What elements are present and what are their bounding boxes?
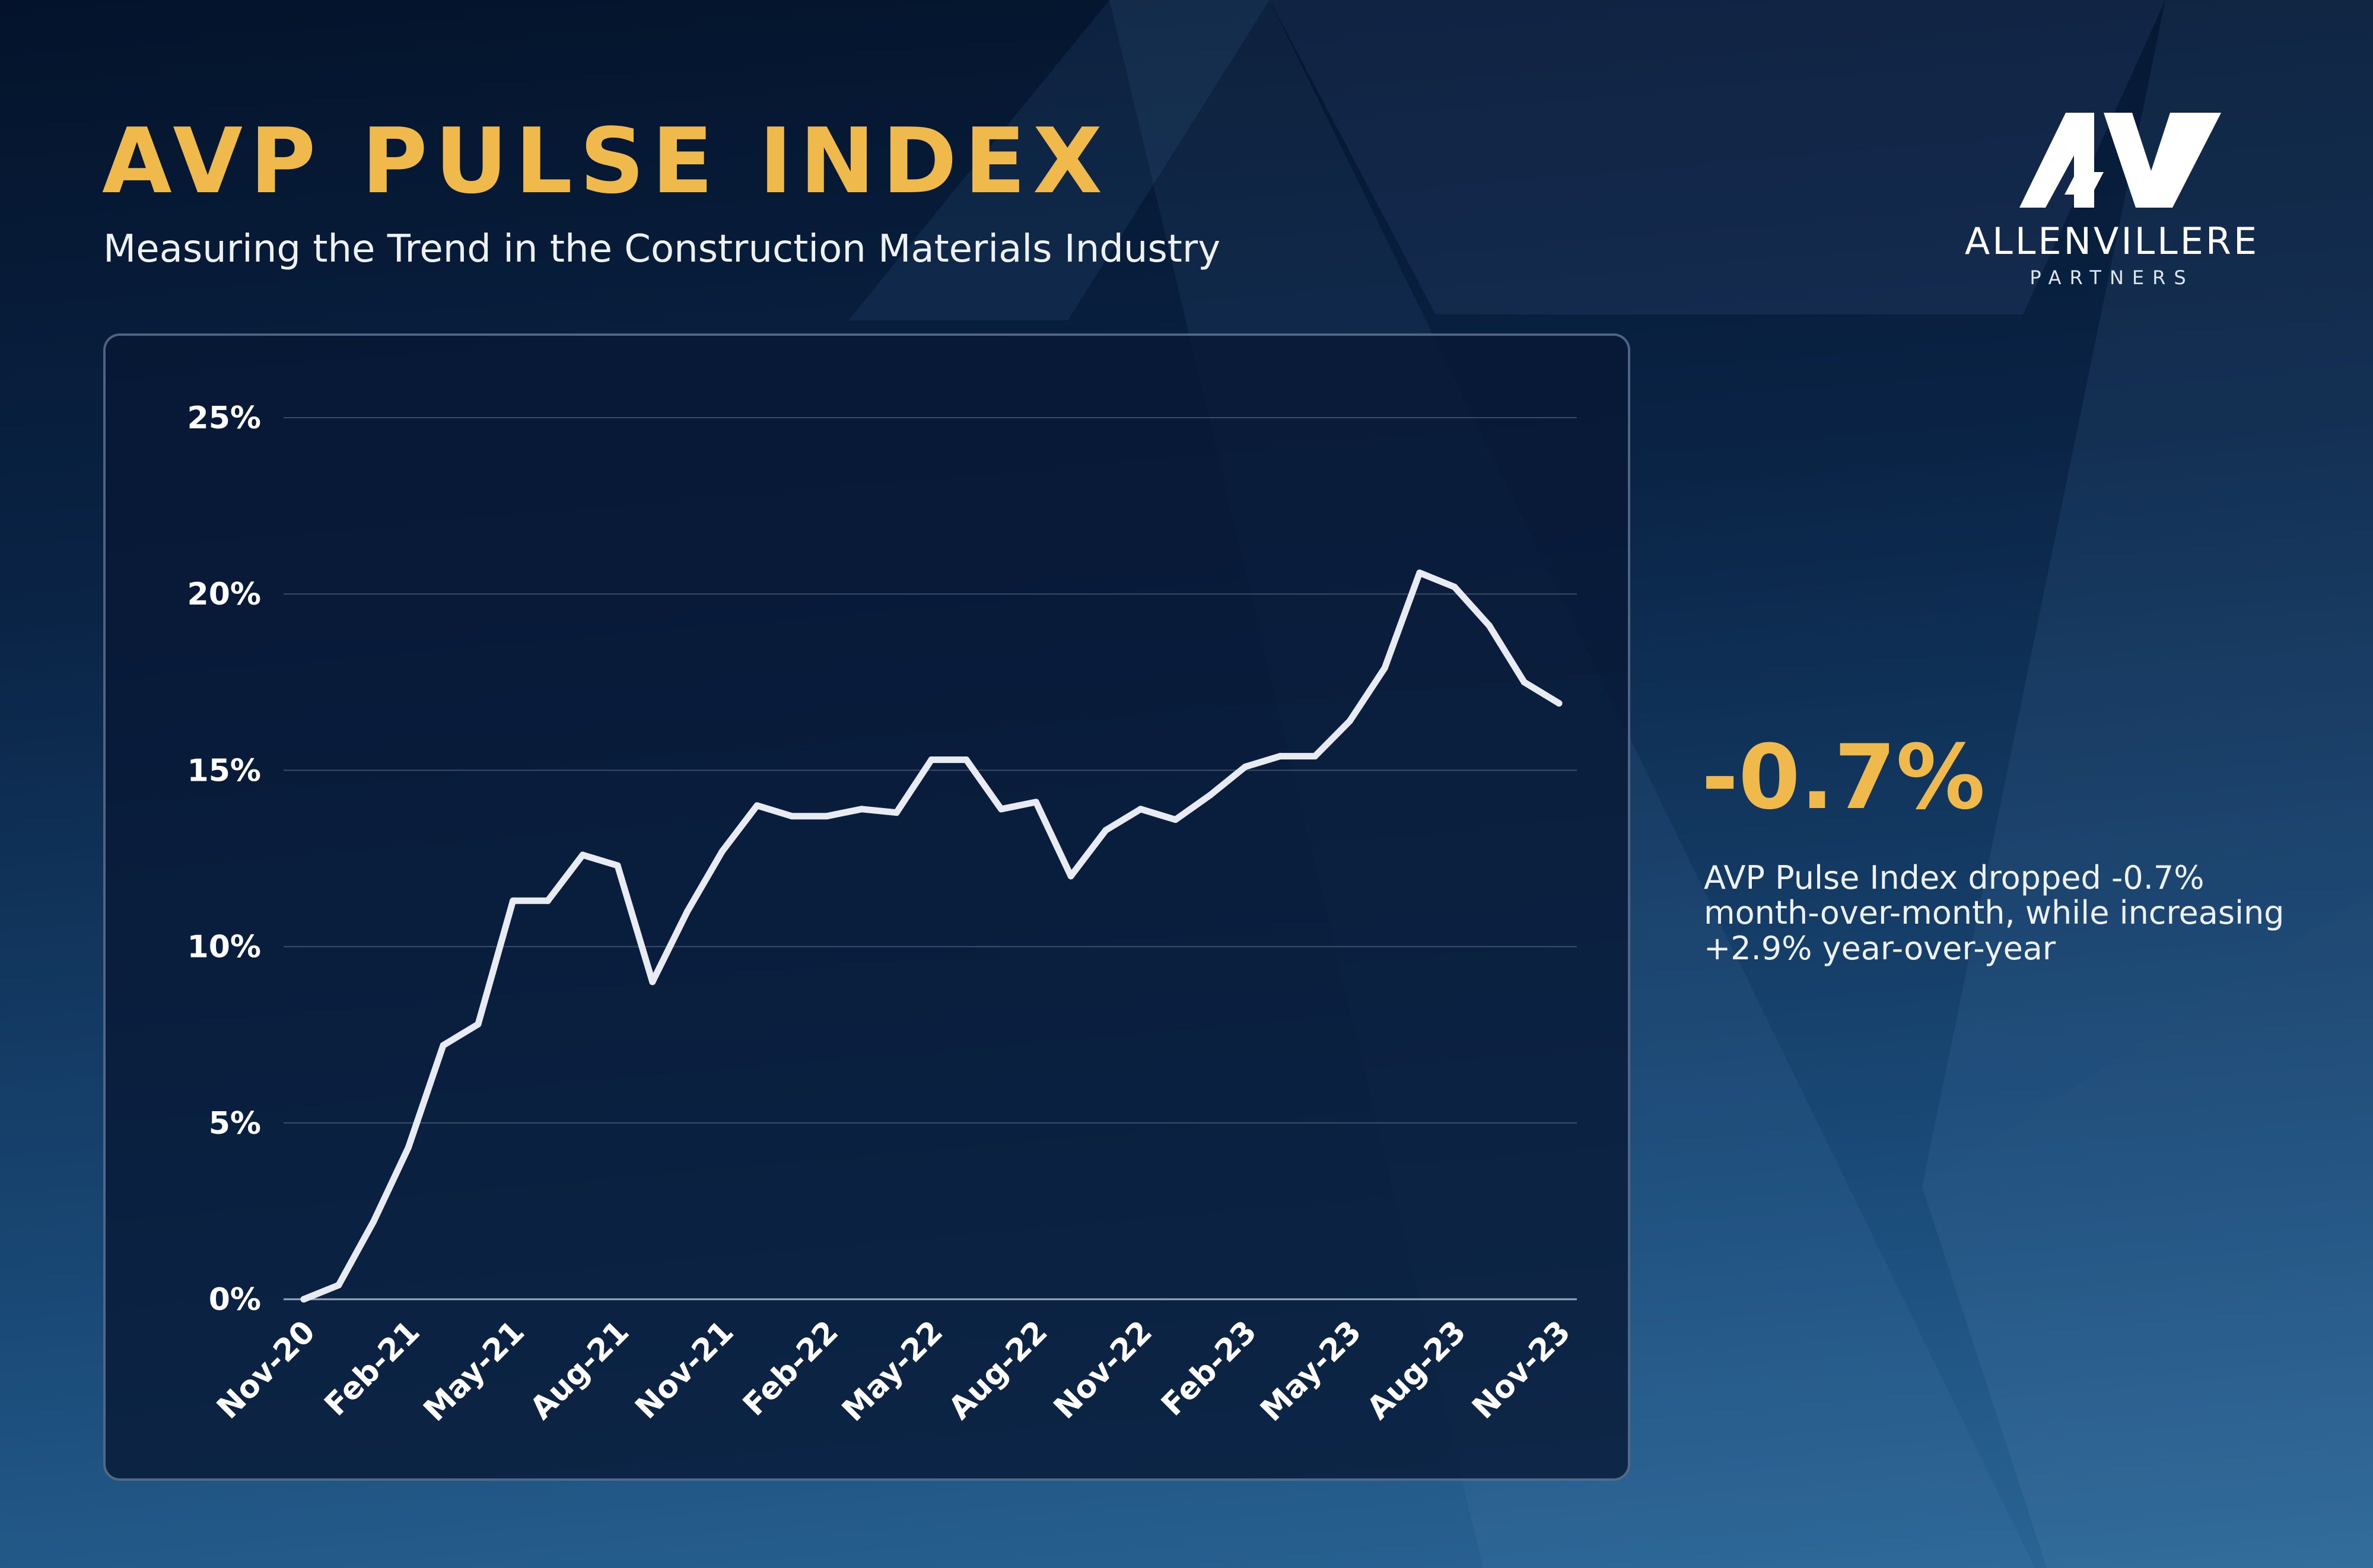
grid-lines (284, 417, 1577, 1300)
x-tick-label: Aug-22 (942, 1314, 1055, 1427)
data-point (1032, 799, 1039, 806)
x-tick-label: May-22 (835, 1314, 950, 1429)
data-point (1172, 816, 1179, 823)
data-point (823, 813, 831, 820)
data-points (300, 570, 1563, 1303)
data-point (1242, 763, 1249, 770)
data-point (1520, 679, 1528, 686)
data-point (1381, 664, 1388, 672)
data-point (544, 897, 551, 904)
data-point (1346, 717, 1353, 724)
y-tick-label: 25% (187, 400, 261, 436)
y-tick-label: 20% (187, 577, 261, 612)
data-point (405, 1144, 412, 1151)
y-tick-label: 5% (209, 1106, 261, 1141)
data-point (370, 1218, 377, 1225)
data-point (579, 851, 586, 858)
x-tick-label: Feb-23 (1154, 1314, 1264, 1423)
data-point (475, 1020, 482, 1028)
company-logo: ALLENVILLERE PARTNERS (1946, 107, 2278, 297)
data-point (1067, 873, 1074, 880)
x-tick-label: Feb-21 (318, 1314, 427, 1423)
data-point (1102, 826, 1109, 834)
data-point (998, 806, 1005, 813)
x-tick-label: May-23 (1254, 1314, 1368, 1429)
x-axis-ticks: Nov-20Feb-21May-21Aug-21Nov-21Feb-22May-… (210, 1314, 1577, 1429)
data-point (1485, 622, 1493, 629)
chart-panel: 0% 5% 10% 15% 20% 25% Nov-20 Feb-21 May-21 Aug-2… (103, 333, 1630, 1481)
pulse-index-line (300, 570, 1563, 1303)
y-tick-label: 10% (187, 930, 261, 965)
data-point (928, 756, 935, 764)
x-tick-label: Aug-23 (1360, 1314, 1473, 1427)
y-axis-ticks: 0% 5% 10% 15% 20% 25% (187, 400, 261, 1318)
data-point (788, 813, 796, 820)
data-point (963, 756, 970, 764)
page-subtitle: Measuring the Trend in the Construction … (103, 227, 1221, 271)
x-tick-label: Nov-20 (210, 1314, 322, 1426)
data-point (510, 897, 517, 904)
y-tick-label: 15% (187, 753, 261, 788)
data-point (1556, 699, 1563, 707)
x-tick-label: Feb-22 (736, 1314, 845, 1423)
data-point (1277, 753, 1284, 760)
data-point (300, 1296, 307, 1303)
line-chart: 0%5%10%15%20%25% Nov-20Feb-21May-21Aug-2… (187, 400, 1578, 1429)
data-point (893, 809, 900, 816)
data-point (684, 908, 691, 915)
logo-mark-icon (2019, 113, 2221, 208)
logo-subtitle: PARTNERS (2030, 266, 2194, 289)
data-point (1312, 753, 1319, 760)
x-tick-label: Nov-23 (1465, 1314, 1577, 1426)
y-tick-label: 0% (209, 1282, 261, 1318)
data-point (335, 1281, 342, 1289)
data-point (614, 862, 621, 869)
x-tick-label: Nov-22 (1047, 1314, 1159, 1426)
data-point (753, 802, 761, 809)
data-point (440, 1042, 447, 1049)
x-tick-label: Aug-21 (523, 1314, 636, 1427)
kpi-description: AVP Pulse Index dropped -0.7% month-over… (1704, 859, 2285, 967)
data-point (1416, 570, 1423, 577)
data-point (649, 978, 656, 985)
logo-name: ALLENVILLERE (1964, 220, 2260, 263)
page-title: AVP PULSE INDEX (102, 109, 1110, 214)
x-tick-label: May-21 (417, 1314, 532, 1429)
data-point (718, 848, 726, 855)
data-point (1207, 791, 1214, 799)
data-point (1451, 583, 1458, 590)
kpi-value: -0.7% (1701, 726, 1986, 829)
x-tick-label: Nov-21 (629, 1314, 741, 1426)
data-point (858, 806, 865, 813)
data-point (1137, 806, 1144, 813)
